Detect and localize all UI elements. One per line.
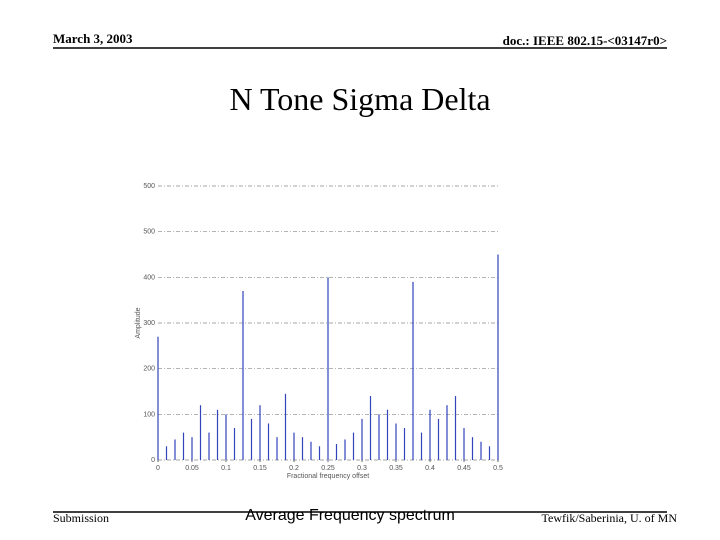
caption: Average Frequency spectrum — [245, 507, 455, 524]
y-tick-label: 400 — [143, 274, 155, 281]
header-doc: doc.: IEEE 802.15-<03147r0> — [503, 33, 667, 48]
y-tick-label: 300 — [143, 320, 155, 327]
x-tick-label: 0.05 — [185, 465, 199, 472]
y-tick-label: 100 — [143, 411, 155, 418]
footer-left: Submission — [53, 511, 109, 525]
x-tick-label: 0.4 — [425, 465, 435, 472]
y-tick-label: 500 — [143, 229, 155, 236]
x-tick-label: 0.1 — [221, 465, 231, 472]
header-date: March 3, 2003 — [53, 31, 133, 46]
x-tick-label: 0.35 — [389, 465, 403, 472]
x-tick-label: 0 — [156, 465, 160, 472]
y-tick-label: 500 — [143, 183, 155, 190]
slide-title: N Tone Sigma Delta — [229, 81, 490, 117]
x-tick-label: 0.3 — [357, 465, 367, 472]
x-tick-label: 0.25 — [321, 465, 335, 472]
y-tick-label: 200 — [143, 366, 155, 373]
x-tick-label: 0.5 — [493, 465, 503, 472]
x-tick-label: 0.45 — [457, 465, 471, 472]
plot: 0 100 200 300 400 500 500 0 0.05 0.1 0.15 0.2 0.25 0.… — [135, 183, 503, 480]
x-tick-label: 0.2 — [289, 465, 299, 472]
y-axis-label: Amplitude — [135, 307, 142, 338]
footer-right: Tewfik/Saberinia, U. of MN — [542, 511, 678, 525]
x-axis-label: Fractional frequency offset — [287, 473, 369, 480]
y-tick-label: 0 — [151, 457, 155, 464]
x-tick-label: 0.15 — [253, 465, 267, 472]
